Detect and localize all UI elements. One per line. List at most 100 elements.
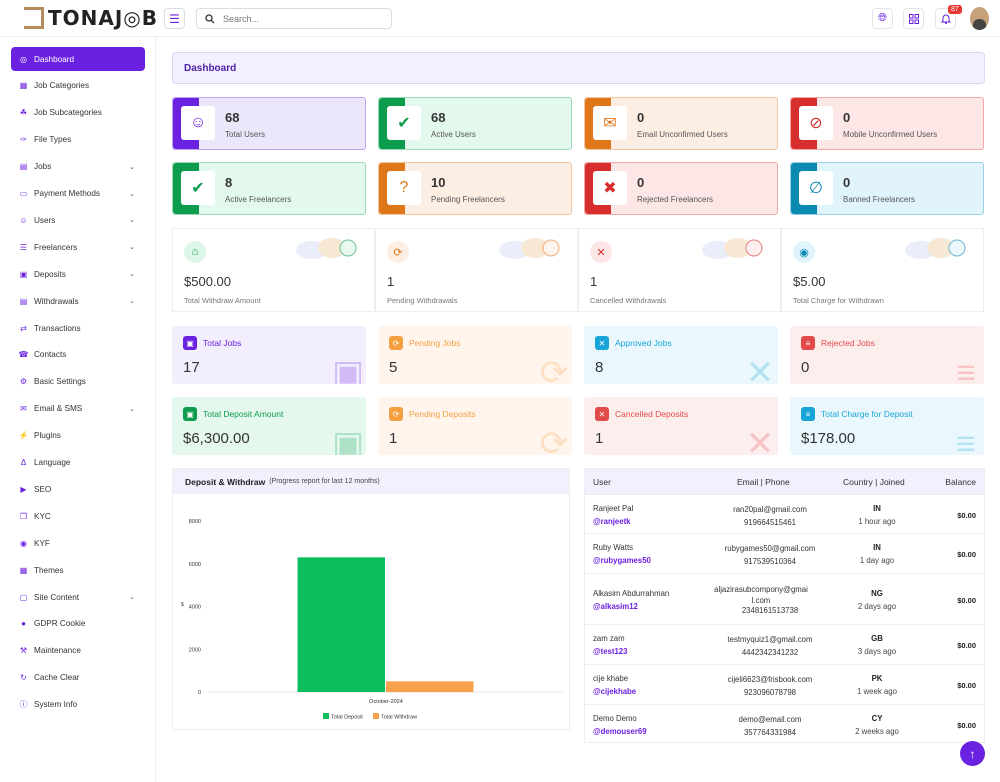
user-avatar[interactable] — [970, 7, 989, 30]
table-row[interactable]: Ruby Watts @rubygames50 rubygames50@gmail.… — [585, 533, 984, 573]
job-stat-card[interactable]: ▣ Total Jobs 17 ▣ — [172, 326, 366, 384]
sidebar-item-site-content[interactable]: ▢ Site Content ⌄ — [11, 585, 145, 609]
table-row[interactable]: Alkasim Abdurrahman @alkasim12 aljazirasub… — [585, 573, 984, 624]
search-input[interactable] — [223, 13, 373, 24]
sidebar-item-themes[interactable]: ▦ Themes — [11, 558, 145, 582]
stat-label: Active Users — [431, 130, 476, 139]
sidebar-item-job-categories[interactable]: ▦ Job Categories — [11, 74, 145, 98]
sidebar-item-deposits[interactable]: ▣ Deposits ⌄ — [11, 262, 145, 286]
deposit-stat-card[interactable]: ≡ Total Charge for Deposit $178.00 ≡ — [790, 397, 984, 455]
user-x-icon: ✖ — [593, 171, 627, 205]
sidebar-item-kyc[interactable]: ❐ KYC — [11, 504, 145, 528]
card-value: 1 — [595, 430, 604, 447]
table-row[interactable]: zam zam @test123 testmyquiz1@gmail.com 4442… — [585, 624, 984, 664]
stat-label: Active Freelancers — [225, 195, 292, 204]
total-icon: ▣ — [183, 407, 197, 421]
sidebar-item-contacts[interactable]: ☎ Contacts — [11, 343, 145, 367]
sidebar-item-email-sms[interactable]: ✉ Email & SMS ⌄ — [11, 397, 145, 421]
sidebar-item-language[interactable]: Δ Language — [11, 451, 145, 475]
sidebar-item-transactions[interactable]: ⇄ Transactions — [11, 316, 145, 340]
user-handle-link[interactable]: @cijekhabe — [593, 687, 637, 696]
stat-card[interactable]: ? 10 Pending Freelancers — [378, 162, 572, 215]
y-tick-label: 6000 — [189, 562, 201, 568]
user-handle-link[interactable]: @ranjeetk — [593, 516, 631, 526]
withdraw-stat-card[interactable]: ✕ 1 Cancelled Withdrawals — [578, 228, 781, 312]
sidebar-item-maintenance[interactable]: ⚒ Maintenance — [11, 639, 145, 663]
stat-card[interactable]: ✔ 68 Active Users — [378, 97, 572, 150]
scroll-top-button[interactable]: ↑ — [960, 741, 985, 766]
job-stat-card[interactable]: ≡ Rejected Jobs 0 ≡ — [790, 326, 984, 384]
stat-card[interactable]: ∅ 0 Banned Freelancers — [790, 162, 984, 215]
menu-toggle-button[interactable]: ☰ — [164, 8, 185, 29]
search-box[interactable] — [196, 8, 392, 29]
chart-subtitle: (Progress report for last 12 months) — [269, 478, 380, 485]
user-email: ran20pal@gmail.com — [733, 504, 807, 514]
users-icon: ☺ — [181, 106, 215, 140]
stat-card[interactable]: ✉ 0 Email Unconfirmed Users — [584, 97, 778, 150]
top-bar: TONAJ◎B ☰ 🌐︎ 87 — [0, 0, 1000, 37]
user-handle-link[interactable]: @test123 — [593, 647, 628, 656]
table-row[interactable]: cije khabe @cijekhabe cijeli6623@frisbook.… — [585, 664, 984, 704]
coins-icon: ◉ — [793, 241, 815, 263]
sidebar-item-label: File Types — [34, 135, 72, 145]
table-row[interactable]: Demo Demo @demouser69 demo@email.com 357764… — [585, 704, 984, 744]
deposit-stat-card[interactable]: ⟳ Pending Deposits 1 ⟳ — [378, 397, 572, 455]
card-label: Rejected Jobs — [821, 338, 875, 348]
sidebar-item-label: Basic Settings — [34, 377, 86, 387]
sidebar-item-job-subcategories[interactable]: ☘ Job Subcategories — [11, 101, 145, 125]
user-balance: $0.00 — [957, 681, 976, 690]
logo[interactable]: TONAJ◎B — [24, 6, 158, 30]
table-row[interactable]: Ranjeet Pal @ranjeetk ran20pal@gmail.com 91… — [585, 494, 984, 533]
user-balance: $0.00 — [957, 641, 976, 650]
job-stat-card[interactable]: ⟳ Pending Jobs 5 ⟳ — [378, 326, 572, 384]
job-stat-card[interactable]: ✕ Approved Jobs 8 ✕ — [584, 326, 778, 384]
sidebar-item-basic-settings[interactable]: ⚙ Basic Settings — [11, 370, 145, 394]
sidebar-item-plugins[interactable]: ⚡ Plugins — [11, 424, 145, 448]
user-email: cijeli6623@frisbook.com — [727, 675, 813, 684]
stat-card[interactable]: ✔ 8 Active Freelancers — [172, 162, 366, 215]
withdraw-stat-card[interactable]: ⌂ $500.00 Total Withdraw Amount — [172, 228, 375, 312]
sidebar-item-gdpr-cookie[interactable]: ● GDPR Cookie — [11, 612, 145, 636]
sidebar-item-kyf[interactable]: ◉ KYF — [11, 531, 145, 555]
sidebar-item-cache-clear[interactable]: ↻ Cache Clear — [11, 666, 145, 690]
card-value: $6,300.00 — [183, 430, 250, 447]
sidebar-item-users[interactable]: ☺ Users ⌄ — [11, 208, 145, 232]
withdraw-stat-card[interactable]: ⟳ 1 Pending Withdrawals — [375, 228, 578, 312]
user-handle-link[interactable]: @rubygames50 — [593, 556, 651, 565]
stat-card[interactable]: ⊘ 0 Mobile Unconfirmed Users — [790, 97, 984, 150]
bank-icon: ⌂ — [184, 241, 206, 263]
withdraw-stat-card[interactable]: ◉ $5.00 Total Charge for Withdrawn — [781, 228, 984, 312]
decorative-watermark-icon: ⟳ — [539, 425, 569, 455]
chevron-down-icon: ⌄ — [129, 163, 135, 171]
deposit-stat-card[interactable]: ✕ Cancelled Deposits 1 ✕ — [584, 397, 778, 455]
card-value: 1 — [389, 430, 398, 447]
decorative-cloud-icon — [905, 238, 966, 259]
sidebar-item-freelancers[interactable]: ☰ Freelancers ⌄ — [11, 235, 145, 259]
grid-icon: ▦ — [19, 81, 28, 91]
sidebar-item-file-types[interactable]: ✑ File Types — [11, 128, 145, 152]
deposit-stat-card[interactable]: ▣ Total Deposit Amount $6,300.00 ▣ — [172, 397, 366, 455]
sidebar-item-withdrawals[interactable]: ▤ Withdrawals ⌄ — [11, 289, 145, 313]
cookie-icon: ● — [21, 619, 26, 629]
stat-card[interactable]: ✖ 0 Rejected Freelancers — [584, 162, 778, 215]
sidebar-item-seo[interactable]: ▶ SEO — [11, 477, 145, 501]
stat-card[interactable]: ☺ 68 Total Users — [172, 97, 366, 150]
user-handle-link[interactable]: @demouser69 — [593, 727, 647, 736]
sidebar-item-jobs[interactable]: ▤ Jobs ⌄ — [11, 155, 145, 179]
apps-button[interactable] — [903, 8, 924, 29]
notifications-button[interactable]: 87 — [935, 5, 962, 29]
sidebar-item-label: Job Subcategories — [34, 108, 102, 118]
sidebar-item-label: Site Content — [34, 592, 80, 602]
card-label: Total Deposit Amount — [203, 409, 284, 419]
card-value: 8 — [595, 359, 604, 376]
sidebar-item-payment-methods[interactable]: ▭ Payment Methods ⌄ — [11, 182, 145, 206]
decorative-watermark-icon: ≡ — [956, 425, 976, 455]
sidebar-item-system-info[interactable]: ⓘ System Info — [11, 693, 145, 717]
sidebar-item-dashboard[interactable]: ◎ Dashboard — [11, 47, 145, 71]
user-handle-link[interactable]: @alkasim12 — [593, 601, 638, 611]
approved-icon: ✕ — [595, 407, 609, 421]
column-header: Country | Joined — [843, 477, 905, 487]
chevron-down-icon: ⌄ — [129, 190, 135, 198]
exchange-icon: ⇄ — [20, 323, 27, 333]
language-button[interactable]: 🌐︎ — [872, 8, 893, 29]
